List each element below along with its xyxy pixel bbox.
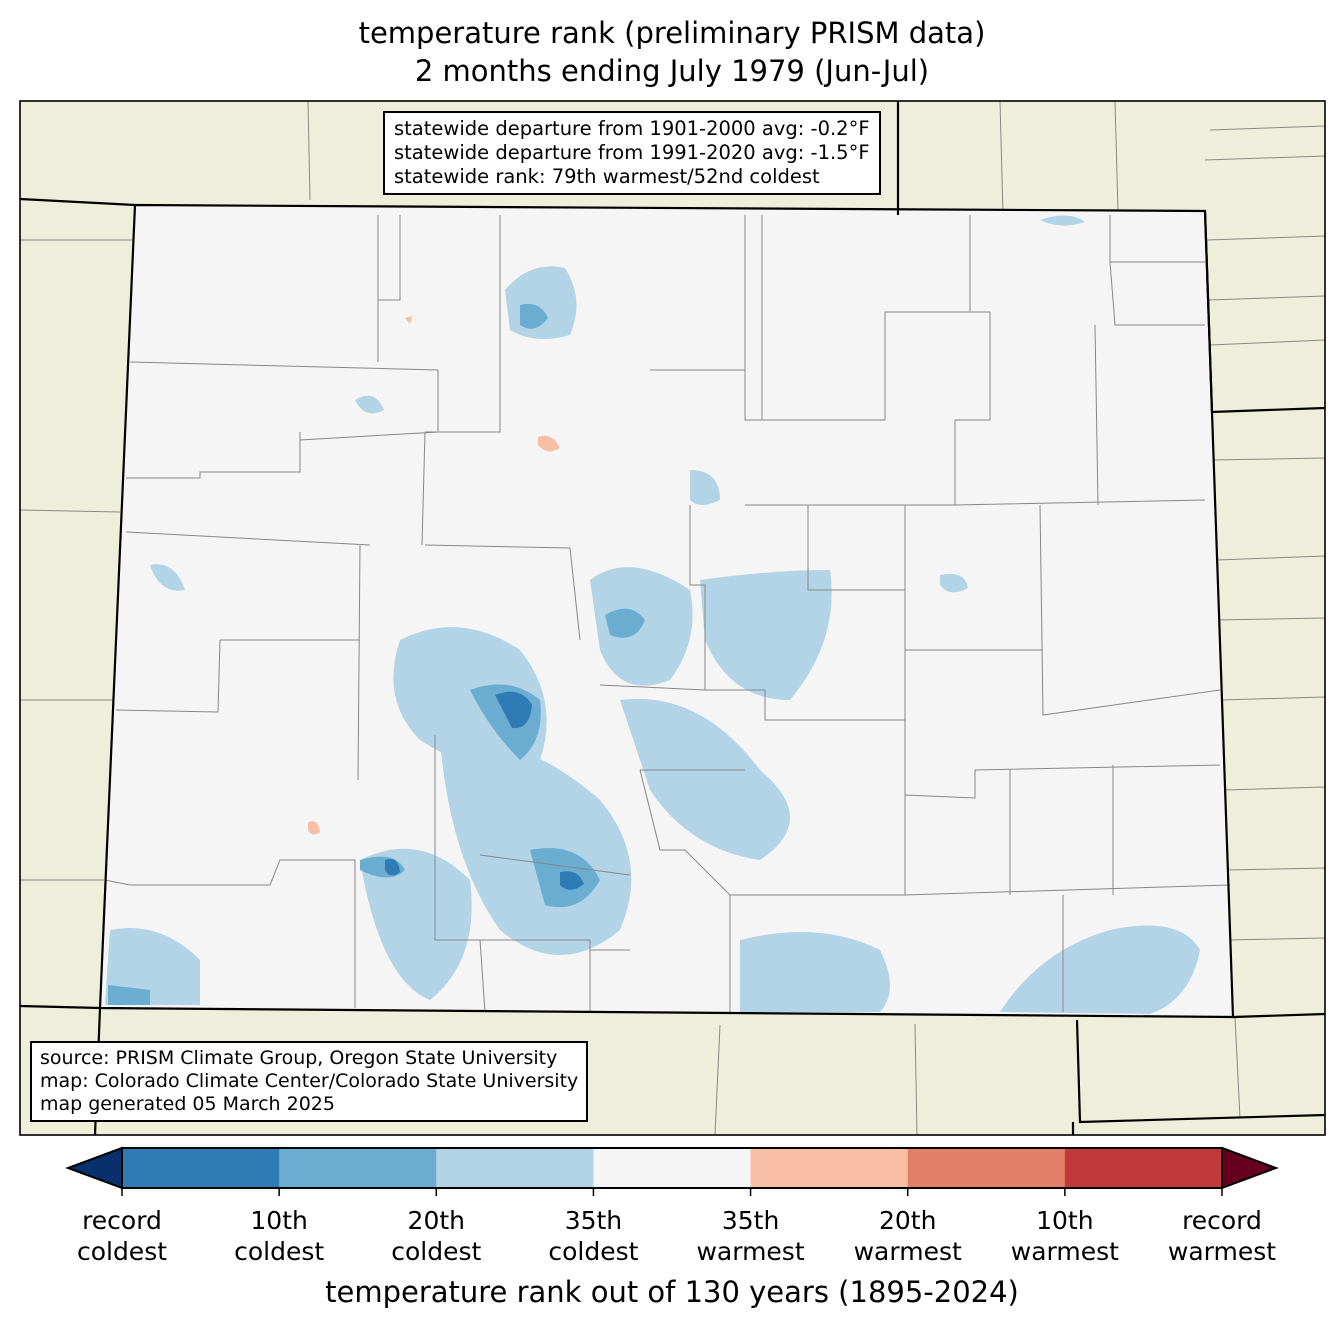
map-subtitle: 2 months ending July 1979 (Jun-Jul) <box>414 54 930 88</box>
map-title: temperature rank (preliminary PRISM data… <box>358 16 986 50</box>
colorbar-tick-label: 20th warmest <box>828 1205 988 1267</box>
tick-label-line2: warmest <box>853 1237 962 1266</box>
departure-1991-2020: statewide departure from 1991-2020 avg: … <box>394 141 870 164</box>
tick-label-line1: 20th <box>878 1206 937 1235</box>
colorbar-title: temperature rank out of 130 years (1895-… <box>325 1275 1019 1309</box>
colorbar-bin <box>907 1148 1066 1188</box>
colorbar-bin <box>750 1148 909 1188</box>
tick-label-line2: coldest <box>234 1237 325 1266</box>
tick-label-line2: coldest <box>548 1237 639 1266</box>
rank-shading <box>105 215 1200 1014</box>
colorbar-extend-low <box>65 1146 123 1190</box>
source-box: source: PRISM Climate Group, Oregon Stat… <box>30 1041 589 1122</box>
tick-label-line2: coldest <box>391 1237 482 1266</box>
colorbar-tick-label: record coldest <box>42 1205 202 1267</box>
tick-label-line2: coldest <box>76 1237 168 1266</box>
colorbar-extend-high <box>1221 1146 1279 1190</box>
colorbar-bin <box>122 1148 280 1188</box>
colorbar-tick-label: record warmest <box>1142 1205 1302 1267</box>
tick-label-line1: 20th <box>407 1206 466 1235</box>
tick-label-line1: 10th <box>1036 1206 1094 1235</box>
tick-label-line1: record <box>1182 1206 1262 1235</box>
county-lines <box>104 215 1231 1013</box>
colorbar-bin <box>1064 1148 1223 1188</box>
generated-date-line: map generated 05 March 2025 <box>40 1093 335 1115</box>
colorbar-bin <box>279 1148 437 1188</box>
tick-label-line1: 35th <box>721 1206 780 1235</box>
colorbar-bin <box>593 1148 752 1188</box>
tick-label-line1: 10th <box>250 1206 308 1235</box>
statewide-stats-box: statewide departure from 1901-2000 avg: … <box>383 111 881 195</box>
colorbar-tick-label: 10th warmest <box>985 1205 1145 1267</box>
colorbar-bin <box>436 1148 594 1188</box>
tick-label-line2: warmest <box>696 1237 805 1266</box>
colorbar-tick-label: 10th coldest <box>199 1205 359 1267</box>
source-line: source: PRISM Climate Group, Oregon Stat… <box>40 1047 558 1069</box>
tick-label-line2: warmest <box>1010 1237 1119 1266</box>
colorbar-tick-label: 20th coldest <box>356 1205 516 1267</box>
statewide-rank: statewide rank: 79th warmest/52nd coldes… <box>394 165 820 188</box>
colorbar-outline <box>121 1147 1223 1189</box>
map-credit-line: map: Colorado Climate Center/Colorado St… <box>40 1070 579 1092</box>
colorbar-tick-label: 35th coldest <box>513 1205 673 1267</box>
colorbar-tick-label: 35th warmest <box>671 1205 831 1267</box>
tick-label-line2: warmest <box>1167 1237 1277 1266</box>
tick-label-line1: 35th <box>564 1206 623 1235</box>
neighbor-county-lines <box>20 101 1325 1135</box>
departure-1901-2000: statewide departure from 1901-2000 avg: … <box>394 117 870 140</box>
colorbar <box>65 1146 1279 1196</box>
tick-label-line1: record <box>82 1206 162 1235</box>
map-frame <box>19 100 1326 1136</box>
